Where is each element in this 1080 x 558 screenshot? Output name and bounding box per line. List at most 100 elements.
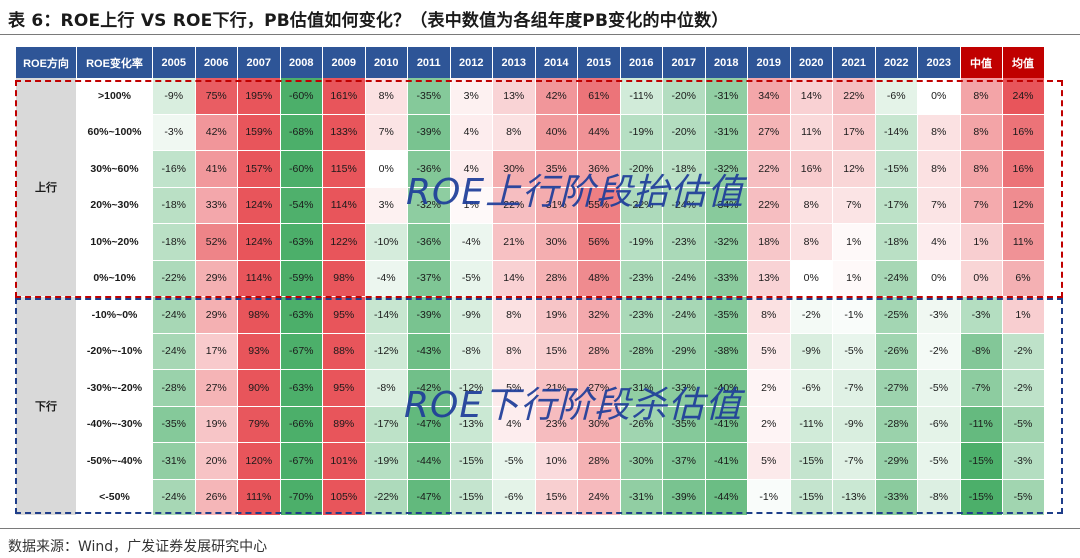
value-cell: -63% xyxy=(280,297,323,334)
median-cell: -11% xyxy=(960,406,1003,443)
value-cell: -31% xyxy=(620,479,663,516)
value-cell: -20% xyxy=(663,78,706,115)
value-cell: 14% xyxy=(493,260,536,297)
value-cell: 35% xyxy=(535,151,578,188)
value-cell: -47% xyxy=(408,406,451,443)
value-cell: -32% xyxy=(705,224,748,261)
median-cell: 8% xyxy=(960,114,1003,151)
value-cell: 48% xyxy=(578,260,621,297)
row-label: <-50% xyxy=(77,479,153,516)
value-cell: 95% xyxy=(323,370,366,407)
value-cell: 11% xyxy=(790,114,833,151)
value-cell: -33% xyxy=(663,370,706,407)
value-cell: -31% xyxy=(705,114,748,151)
value-cell: 13% xyxy=(493,78,536,115)
value-cell: -41% xyxy=(705,406,748,443)
header-year-2017: 2017 xyxy=(663,47,706,78)
value-cell: 4% xyxy=(493,406,536,443)
value-cell: -36% xyxy=(408,151,451,188)
value-cell: -24% xyxy=(153,333,196,370)
value-cell: 7% xyxy=(365,114,408,151)
mean-cell: -2% xyxy=(1002,333,1045,370)
value-cell: 32% xyxy=(578,297,621,334)
row-label: -30%~-20% xyxy=(77,370,153,407)
value-cell: 133% xyxy=(323,114,366,151)
value-cell: -43% xyxy=(408,333,451,370)
group-label-down: 下行 xyxy=(16,297,77,516)
header-year-2023: 2023 xyxy=(918,47,961,78)
value-cell: -13% xyxy=(450,406,493,443)
table-title: 表 6：ROE上行 VS ROE下行，PB估值如何变化？（表中数值为各组年度PB… xyxy=(8,11,729,31)
value-cell: -7% xyxy=(833,443,876,480)
median-cell: 7% xyxy=(960,187,1003,224)
table-row: -50%~-40% -31% 20% 120% -67% 101% -19% -44% -15%… xyxy=(16,443,1045,480)
table-row: <-50% -24% 26% 111% -70% 105% -22% -47% -15% -6% 1… xyxy=(16,479,1045,516)
header-year-2022: 2022 xyxy=(875,47,918,78)
value-cell: 28% xyxy=(578,333,621,370)
table-row: 10%~20% -18% 52% 124% -63% 122% -10% -36% -4% 21%… xyxy=(16,224,1045,261)
source-rule xyxy=(0,528,1080,529)
value-cell: 1% xyxy=(833,224,876,261)
value-cell: 4% xyxy=(450,151,493,188)
header-year-2012: 2012 xyxy=(450,47,493,78)
row-label: 20%~30% xyxy=(77,187,153,224)
value-cell: 33% xyxy=(195,187,238,224)
row-label: 10%~20% xyxy=(77,224,153,261)
value-cell: -5% xyxy=(918,443,961,480)
value-cell: -18% xyxy=(153,224,196,261)
mean-cell: 24% xyxy=(1002,78,1045,115)
value-cell: -20% xyxy=(620,151,663,188)
value-cell: -63% xyxy=(280,370,323,407)
value-cell: 105% xyxy=(323,479,366,516)
value-cell: 115% xyxy=(323,151,366,188)
value-cell: 30% xyxy=(535,224,578,261)
value-cell: -6% xyxy=(493,479,536,516)
header-year-2008: 2008 xyxy=(280,47,323,78)
header-median: 中值 xyxy=(960,47,1003,78)
value-cell: -39% xyxy=(408,114,451,151)
value-cell: 79% xyxy=(238,406,281,443)
value-cell: 26% xyxy=(195,479,238,516)
value-cell: 124% xyxy=(238,187,281,224)
value-cell: -6% xyxy=(875,78,918,115)
value-cell: 0% xyxy=(918,260,961,297)
row-label: 30%~60% xyxy=(77,151,153,188)
value-cell: -24% xyxy=(875,260,918,297)
value-cell: -15% xyxy=(450,443,493,480)
value-cell: -7% xyxy=(833,370,876,407)
median-cell: 8% xyxy=(960,78,1003,115)
value-cell: 30% xyxy=(493,151,536,188)
value-cell: -9% xyxy=(450,297,493,334)
value-cell: -15% xyxy=(875,151,918,188)
mean-cell: -2% xyxy=(1002,370,1045,407)
value-cell: 4% xyxy=(450,114,493,151)
value-cell: 7% xyxy=(833,187,876,224)
value-cell: -32% xyxy=(408,187,451,224)
value-cell: -33% xyxy=(705,260,748,297)
value-cell: -60% xyxy=(280,78,323,115)
value-cell: 120% xyxy=(238,443,281,480)
header-mean: 均值 xyxy=(1002,47,1045,78)
value-cell: 5% xyxy=(748,333,791,370)
mean-cell: -5% xyxy=(1002,406,1045,443)
value-cell: -37% xyxy=(663,443,706,480)
value-cell: 7% xyxy=(918,187,961,224)
header-row: ROE方向 ROE变化率 2005 2006 2007 2008 2009 2010 2011 2… xyxy=(16,47,1045,78)
mean-cell: 12% xyxy=(1002,187,1045,224)
value-cell: -8% xyxy=(450,333,493,370)
value-cell: -33% xyxy=(875,479,918,516)
mean-cell: -5% xyxy=(1002,479,1045,516)
value-cell: -37% xyxy=(408,260,451,297)
mean-cell: 6% xyxy=(1002,260,1045,297)
value-cell: 8% xyxy=(790,187,833,224)
value-cell: -67% xyxy=(280,443,323,480)
value-cell: -35% xyxy=(408,78,451,115)
header-roe-change: ROE变化率 xyxy=(77,47,153,78)
value-cell: -9% xyxy=(833,406,876,443)
table-row: 60%~100% -3% 42% 159% -68% 133% 7% -39% 4% 8% 40% 4… xyxy=(16,114,1045,151)
header-year-2006: 2006 xyxy=(195,47,238,78)
row-label: -40%~-30% xyxy=(77,406,153,443)
value-cell: 15% xyxy=(535,333,578,370)
value-cell: 28% xyxy=(578,443,621,480)
value-cell: 8% xyxy=(493,333,536,370)
